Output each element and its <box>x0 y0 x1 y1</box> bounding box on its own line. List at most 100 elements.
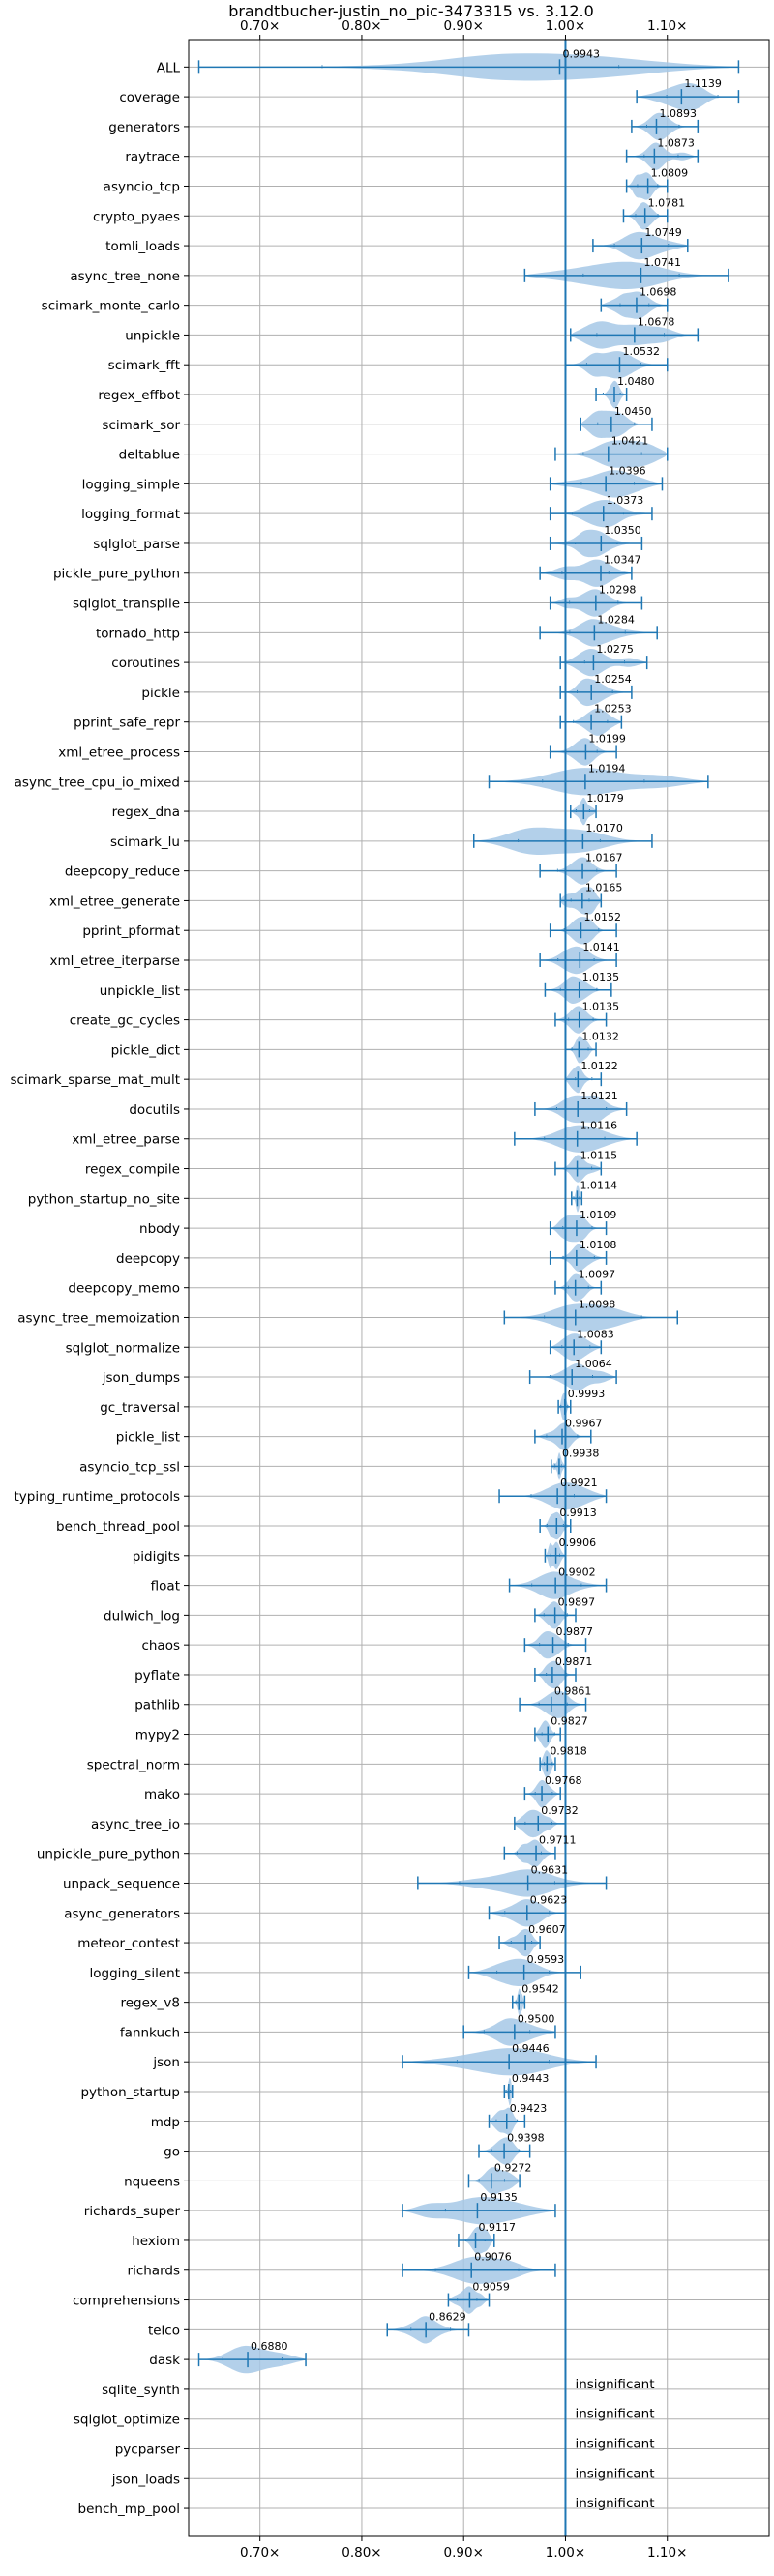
value-label: 0.9076 <box>474 2251 512 2264</box>
value-label: 0.9943 <box>562 47 600 60</box>
insignificant-label: insignificant <box>575 2466 654 2481</box>
value-label: 1.0122 <box>580 1060 618 1072</box>
value-label: 0.9993 <box>568 1388 606 1400</box>
category-label: sqlite_synth <box>102 2383 180 2398</box>
value-label: 1.0781 <box>648 196 686 209</box>
category-label: mako <box>144 1787 180 1802</box>
value-label: 0.9443 <box>512 2072 550 2085</box>
value-label: 1.0115 <box>580 1150 618 1162</box>
category-label: coroutines <box>111 656 180 671</box>
value-label: 1.0165 <box>585 881 623 893</box>
category-label: nqueens <box>124 2174 180 2189</box>
value-label: 1.0678 <box>638 315 675 328</box>
category-label: async_tree_cpu_io_mixed <box>15 775 180 790</box>
value-label: 1.0373 <box>607 494 644 507</box>
value-label: 0.9871 <box>555 1655 593 1668</box>
category-label: xml_etree_parse <box>72 1132 180 1148</box>
value-label: 1.0179 <box>586 792 624 805</box>
category-label: nbody <box>139 1221 180 1237</box>
category-label: deltablue <box>119 448 180 463</box>
value-label: 1.0275 <box>596 643 634 656</box>
insignificant-label: insignificant <box>575 2407 654 2422</box>
value-label: 1.0152 <box>583 911 621 923</box>
value-label: 0.9732 <box>541 1804 579 1817</box>
value-label: 0.6880 <box>251 2340 288 2353</box>
category-label: create_gc_cycles <box>70 1013 180 1029</box>
category-label: bench_thread_pool <box>56 1519 180 1535</box>
category-label: logging_simple <box>82 477 180 492</box>
x-tick-label-top: 1.00× <box>546 18 585 34</box>
value-label: 0.9607 <box>528 1923 566 1936</box>
category-label: pyflate <box>134 1668 180 1683</box>
category-label: pickle <box>141 686 180 701</box>
category-label: python_startup_no_site <box>28 1191 180 1207</box>
category-label: scimark_sparse_mat_mult <box>11 1072 180 1088</box>
category-label: tomli_loads <box>105 239 180 254</box>
value-label: 0.9827 <box>551 1715 588 1728</box>
category-label: scimark_lu <box>110 834 180 850</box>
category-label: crypto_pyaes <box>93 209 180 224</box>
category-label: pickle_list <box>116 1430 180 1446</box>
value-label: 1.0199 <box>588 732 626 745</box>
value-label: 1.0114 <box>580 1179 617 1191</box>
value-label: 1.0194 <box>588 762 626 775</box>
value-label: 0.9877 <box>556 1625 594 1638</box>
value-label: 1.0135 <box>582 971 620 983</box>
category-label: coverage <box>119 90 180 105</box>
value-label: 1.0893 <box>659 107 697 120</box>
value-label: 1.0097 <box>579 1269 616 1281</box>
category-label: logging_format <box>81 507 180 522</box>
category-label: generators <box>108 120 180 135</box>
value-label: 1.0109 <box>580 1209 617 1221</box>
value-label: 1.0749 <box>644 226 682 239</box>
category-label: sqlglot_transpile <box>73 597 180 612</box>
value-label: 1.0132 <box>581 1030 619 1042</box>
value-label: 1.0121 <box>580 1090 618 1102</box>
category-label: regex_v8 <box>120 1996 180 2011</box>
category-label: scimark_fft <box>108 358 180 373</box>
plot-frame <box>188 39 770 2537</box>
category-label: python_startup <box>80 2085 180 2100</box>
x-tick-label-bottom: 0.80× <box>342 2545 381 2561</box>
value-label: 1.0167 <box>585 852 623 864</box>
category-label: tornado_http <box>96 626 180 641</box>
category-label: mypy2 <box>135 1728 180 1743</box>
category-label: ALL <box>157 60 181 75</box>
label-layer: 0.70× 0.70× 0.80× 0.80× 0.90× 0.90× 1.00× 1.00×… <box>11 18 722 2561</box>
category-label: deepcopy_memo <box>68 1281 180 1297</box>
value-label: 0.9711 <box>539 1834 577 1847</box>
category-label: chaos <box>141 1638 180 1654</box>
category-label: async_tree_memoization <box>17 1310 180 1326</box>
category-label: async_tree_none <box>70 269 180 284</box>
insignificant-label: insignificant <box>575 2496 654 2511</box>
value-label: 0.9631 <box>531 1863 569 1876</box>
category-label: asyncio_tcp <box>104 179 180 194</box>
category-label: scimark_monte_carlo <box>42 299 180 314</box>
value-label: 1.0698 <box>640 286 677 299</box>
x-tick-label-top: 0.90× <box>444 18 484 34</box>
category-label: sqlglot_optimize <box>74 2413 180 2428</box>
value-label: 1.0170 <box>585 822 623 834</box>
value-label: 0.9135 <box>480 2191 517 2204</box>
category-label: spectral_norm <box>87 1757 180 1772</box>
value-label: 1.0873 <box>657 137 695 150</box>
value-label: 1.0396 <box>609 464 646 477</box>
value-label: 0.9593 <box>527 1953 565 1966</box>
value-label: 0.9818 <box>550 1744 587 1757</box>
category-label: unpickle_pure_python <box>37 1847 180 1862</box>
value-label: 1.0284 <box>597 613 635 626</box>
violin-layer <box>197 40 740 2536</box>
category-label: pathlib <box>134 1698 180 1713</box>
value-label: 1.0298 <box>599 584 637 597</box>
value-label: 0.9768 <box>545 1774 582 1787</box>
value-label: 1.0254 <box>594 673 632 686</box>
category-label: scimark_sor <box>102 418 180 433</box>
value-label: 0.9398 <box>507 2132 545 2145</box>
category-label: pprint_safe_repr <box>74 716 180 731</box>
category-label: json <box>152 2055 180 2070</box>
value-label: 1.0421 <box>611 435 649 448</box>
value-label: 0.9272 <box>494 2161 532 2174</box>
value-label: 0.9902 <box>558 1566 596 1579</box>
category-label: async_generators <box>64 1906 180 1921</box>
